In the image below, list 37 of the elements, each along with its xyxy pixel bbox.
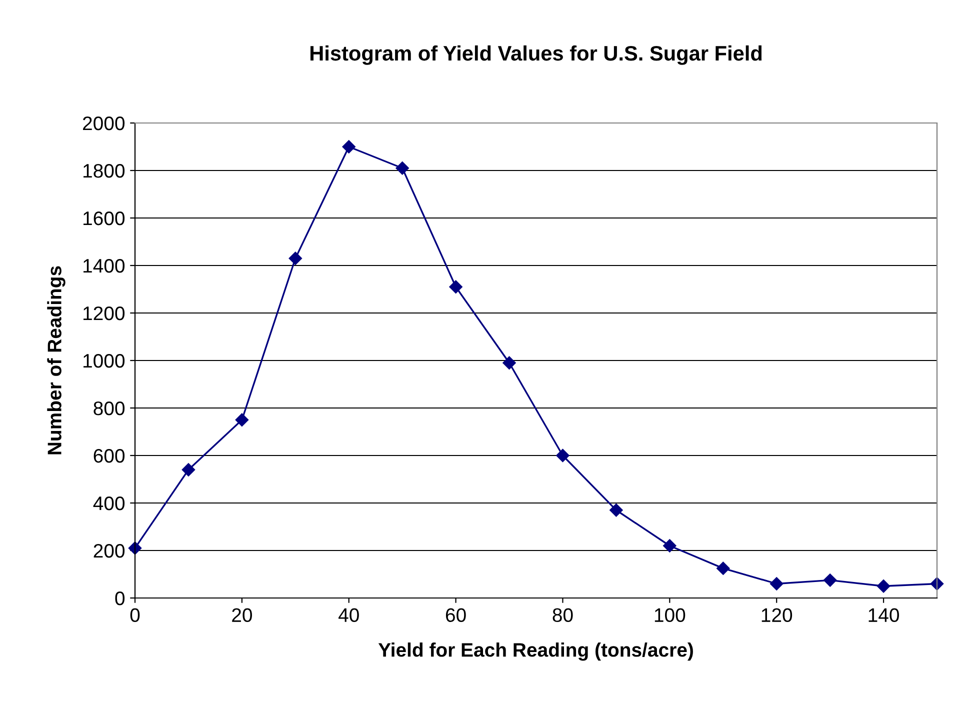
x-axis-title: Yield for Each Reading (tons/acre) <box>378 642 693 661</box>
chart-title: Histogram of Yield Values for U.S. Sugar Field <box>310 45 762 65</box>
point <box>610 504 623 517</box>
point <box>502 356 516 370</box>
y-tick-label: 400 <box>93 496 125 510</box>
point <box>396 162 409 175</box>
point <box>823 574 837 587</box>
x-tick-label: 80 <box>552 608 573 622</box>
point <box>288 252 302 265</box>
point <box>876 580 890 593</box>
x-tick-label: 120 <box>762 608 792 622</box>
point <box>716 562 730 575</box>
point <box>930 577 944 590</box>
y-tick-label: 1600 <box>84 211 125 226</box>
point <box>235 413 249 426</box>
point <box>342 140 356 154</box>
point <box>663 539 676 552</box>
x-tick-label: 20 <box>232 608 252 622</box>
y-tick-label: 0 <box>115 591 125 606</box>
point <box>449 280 462 294</box>
y-tick-label: 600 <box>94 448 125 463</box>
x-tick-label: 0 <box>130 608 140 622</box>
x-tick-label: 140 <box>868 608 899 622</box>
y-tick-label: 1800 <box>84 164 125 178</box>
y-tick-label: 1400 <box>84 258 125 273</box>
point <box>182 463 196 476</box>
point <box>556 448 570 462</box>
y-tick-label: 2000 <box>83 116 125 130</box>
y-tick-label: 800 <box>94 401 125 416</box>
x-tick-label: 40 <box>338 608 359 622</box>
y-tick-label: 200 <box>94 544 125 558</box>
y-axis-title: Number of Readings <box>47 266 66 454</box>
x-tick-label: 60 <box>446 608 466 622</box>
y-tick-label: 1000 <box>84 354 125 368</box>
x-tick-label: 100 <box>654 608 686 622</box>
y-tick-label: 1200 <box>84 306 125 320</box>
point <box>770 577 784 590</box>
